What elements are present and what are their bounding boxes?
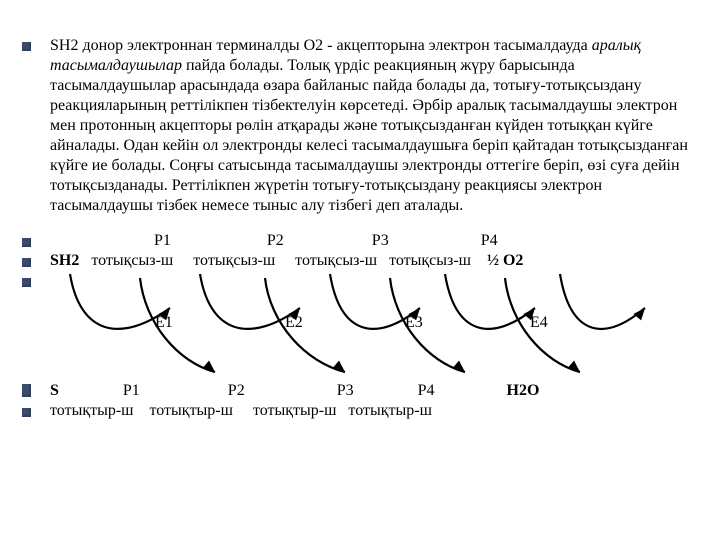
sh2-mid: тотықсыз-ш тотықсыз-ш тотықсыз-ш тотықсы… xyxy=(79,252,487,269)
para-pre: SH2 донор электроннан терминалды О2 - ак… xyxy=(50,37,592,54)
row-sh2: SH2 тотықсыз-ш тотықсыз-ш тотықсыз-ш тот… xyxy=(50,252,700,270)
row-s: S Р1 Р2 Р3 Р4 Н2О xyxy=(50,382,700,400)
s-mid: Р1 Р2 Р3 Р4 xyxy=(59,382,507,399)
row-empty xyxy=(50,378,700,380)
half-o2-label: ½ О2 xyxy=(487,252,523,269)
s-line: S Р1 Р2 Р3 Р4 Н2О xyxy=(50,382,700,400)
row-diagram: Е1 Е2 Е3 Е4 xyxy=(50,272,700,376)
arcs-svg xyxy=(50,272,690,376)
paragraph-text: SH2 донор электроннан терминалды О2 - ак… xyxy=(50,36,690,216)
p-header-text: Р1 Р2 Р3 Р4 xyxy=(50,232,700,250)
para-post: пайда болады. Толық үрдіс реакцияның жүр… xyxy=(50,57,688,214)
sh2-line: SH2 тотықсыз-ш тотықсыз-ш тотықсыз-ш тот… xyxy=(50,252,700,270)
row-oxidizer: тотықтыр-ш тотықтыр-ш тотықтыр-ш тотықты… xyxy=(50,402,700,420)
diagram-host: Е1 Е2 Е3 Е4 xyxy=(50,272,700,376)
sh2-label: SH2 xyxy=(50,252,79,269)
row-p-header: Р1 Р2 Р3 Р4 xyxy=(50,232,700,250)
slide: SH2 донор электроннан терминалды О2 - ак… xyxy=(0,0,720,540)
s-label: S xyxy=(50,382,59,399)
h2o-label: Н2О xyxy=(507,382,540,399)
bullet-paragraph: SH2 донор электроннан терминалды О2 - ак… xyxy=(50,36,700,216)
oxidizer-text: тотықтыр-ш тотықтыр-ш тотықтыр-ш тотықты… xyxy=(50,402,700,420)
